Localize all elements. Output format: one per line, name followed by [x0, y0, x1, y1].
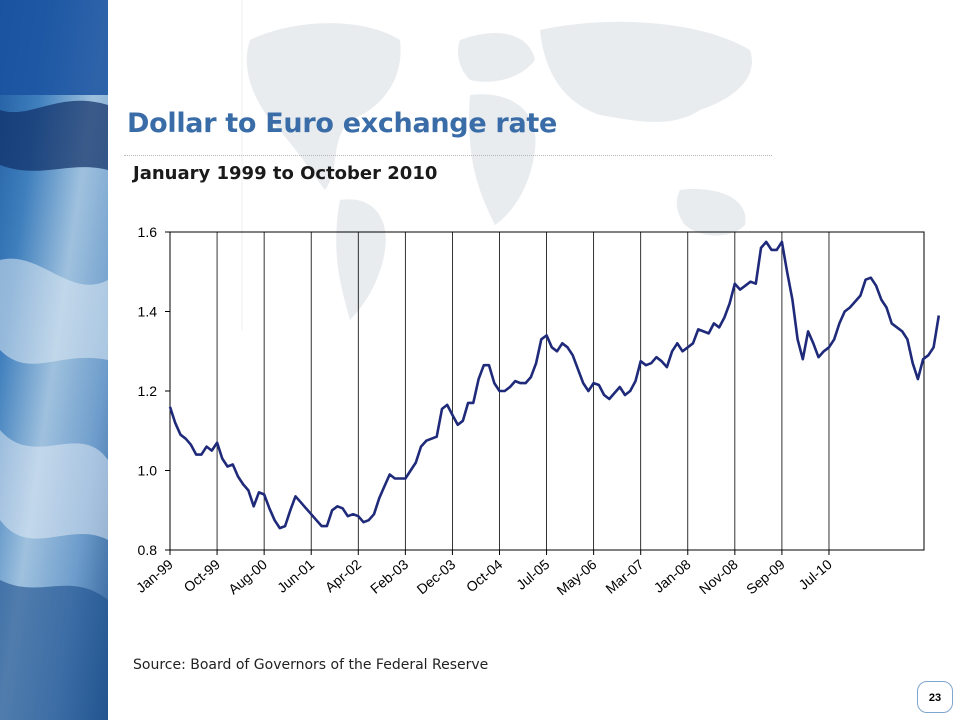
- source-note: Source: Board of Governors of the Federa…: [133, 657, 489, 673]
- x-tick-label: Apr-02: [322, 556, 365, 595]
- page-number-badge: 23: [917, 681, 953, 713]
- chart-subtitle: January 1999 to October 2010: [133, 163, 438, 184]
- y-axis-tick-labels: 0.8 1.0 1.2 1.4 1.6: [138, 224, 170, 558]
- x-tick-label: Dec-03: [413, 556, 458, 597]
- world-map-watermark: [241, 0, 752, 330]
- slide-title: Dollar to Euro exchange rate: [127, 108, 557, 139]
- x-tick-label: Nov-08: [696, 556, 741, 597]
- plot-area: [169, 231, 925, 551]
- x-tick-label: Oct-04: [463, 556, 506, 595]
- x-tick-label: Jul-05: [513, 556, 553, 593]
- y-tick-label: 1.6: [138, 224, 158, 240]
- x-tick-label: Jan-08: [651, 556, 694, 596]
- y-tick-label: 1.4: [138, 304, 158, 320]
- series-layer: [168, 240, 941, 530]
- x-axis-tick-labels: Jan-99 Oct-99 Aug-00 Jun-01 Apr-02 Feb-03 Dec-…: [133, 556, 835, 598]
- plot-border: [169, 231, 925, 551]
- y-tick-label: 0.8: [138, 542, 158, 558]
- x-tick-label: Feb-03: [367, 556, 411, 597]
- x-tick-label: May-06: [554, 556, 600, 598]
- series-line-0: [168, 240, 941, 530]
- earth-photo-panel: [0, 0, 108, 720]
- x-tick-label: Oct-99: [181, 556, 224, 595]
- x-tick-label: Jan-99: [133, 556, 176, 596]
- y-tick-label: 1.0: [138, 463, 158, 479]
- x-tick-label: Mar-07: [602, 556, 646, 597]
- x-tick-label: Jun-01: [274, 556, 317, 596]
- x-tick-label: Jul-10: [795, 556, 835, 593]
- y-tick-label: 1.2: [138, 383, 158, 399]
- x-tick-label: Sep-09: [743, 556, 788, 597]
- x-tick-label: Aug-00: [225, 556, 270, 597]
- title-divider: [124, 155, 772, 156]
